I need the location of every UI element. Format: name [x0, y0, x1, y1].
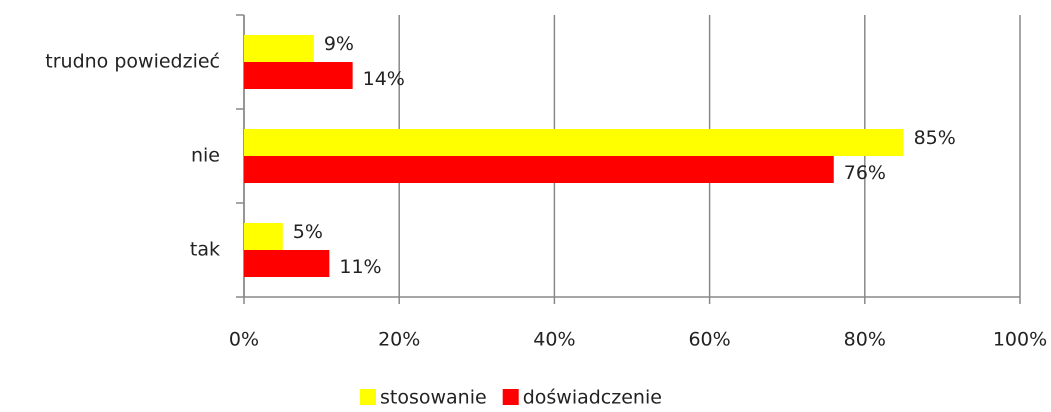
legend-swatch [502, 389, 519, 405]
bar [244, 62, 353, 89]
data-label: 5% [293, 221, 323, 243]
x-tick-label: 20% [378, 329, 420, 351]
bar [244, 156, 834, 183]
bar [244, 35, 314, 62]
legend-swatch [360, 389, 376, 405]
x-tick-label: 80% [844, 329, 886, 351]
x-tick-label: 40% [533, 329, 575, 351]
x-tick-label: 0% [229, 329, 259, 351]
data-label: 11% [339, 256, 381, 278]
y-tick-label: tak [190, 239, 220, 261]
data-label: 9% [324, 33, 354, 55]
x-tick-label: 60% [688, 329, 730, 351]
data-label: 85% [914, 127, 956, 149]
legend-label: stosowanie [380, 387, 487, 409]
y-tick-label: nie [191, 145, 220, 167]
data-label: 14% [363, 68, 405, 90]
bar [244, 223, 283, 250]
y-tick-label: trudno powiedzieć [45, 51, 220, 73]
x-tick-label: 100% [993, 329, 1047, 351]
data-label: 76% [844, 162, 886, 184]
bar [244, 129, 904, 156]
legend-label: doświadczenie [523, 387, 662, 409]
bar [244, 250, 330, 277]
